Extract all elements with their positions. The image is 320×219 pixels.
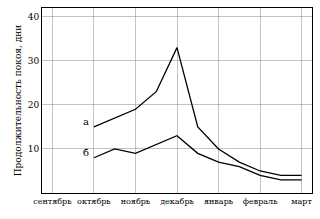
svg-text:а: а <box>83 116 89 127</box>
svg-text:10: 10 <box>28 144 40 154</box>
svg-text:октябрь: октябрь <box>77 197 111 206</box>
svg-text:20: 20 <box>28 100 40 110</box>
svg-text:февраль: февраль <box>243 197 278 206</box>
svg-text:30: 30 <box>28 56 40 66</box>
svg-text:ноябрь: ноябрь <box>121 197 151 206</box>
svg-text:январь: январь <box>204 197 234 206</box>
svg-text:март: март <box>291 197 312 206</box>
svg-text:б: б <box>83 147 89 158</box>
svg-text:сентябрь: сентябрь <box>33 197 72 206</box>
svg-text:декабрь: декабрь <box>160 197 194 206</box>
svg-text:Продолжительность покоя, дни: Продолжительность покоя, дни <box>13 25 23 177</box>
svg-text:40: 40 <box>28 12 40 22</box>
